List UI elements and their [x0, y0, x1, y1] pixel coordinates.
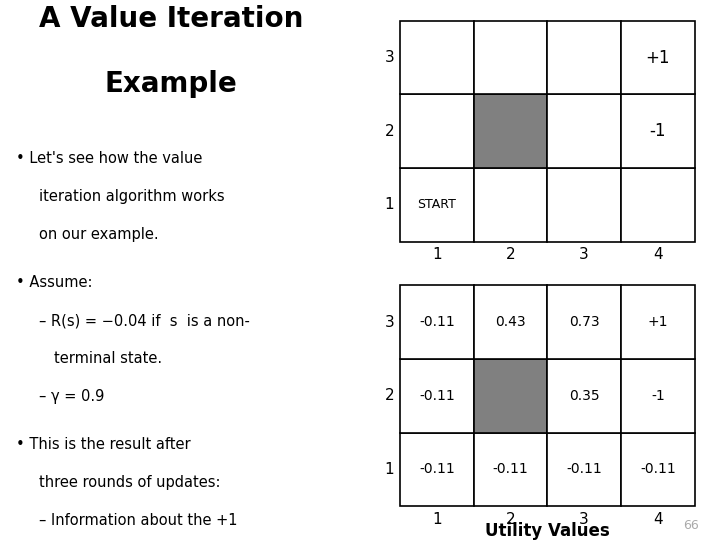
Text: 1: 1	[432, 247, 442, 262]
Bar	[400, 168, 474, 241]
Text: 0.43: 0.43	[495, 315, 526, 329]
Text: A Value Iteration: A Value Iteration	[39, 5, 303, 33]
Bar	[400, 286, 474, 359]
Text: 2: 2	[505, 512, 516, 527]
Text: – R(s) = −0.04 if  s  is a non-: – R(s) = −0.04 if s is a non-	[39, 313, 250, 328]
Text: • Let's see how the value: • Let's see how the value	[16, 151, 202, 166]
Bar	[621, 359, 695, 433]
Text: -0.11: -0.11	[567, 462, 602, 476]
Text: 3: 3	[384, 315, 395, 330]
Text: +1: +1	[647, 315, 668, 329]
Bar	[547, 433, 621, 506]
Bar	[547, 168, 621, 241]
Text: • This is the result after: • This is the result after	[16, 437, 190, 453]
Text: 1: 1	[384, 197, 395, 212]
Text: – Information about the +1: – Information about the +1	[39, 513, 238, 528]
Text: -0.11: -0.11	[419, 389, 455, 403]
Bar	[621, 168, 695, 241]
Text: 0.35: 0.35	[569, 389, 600, 403]
Text: 2: 2	[384, 388, 395, 403]
Text: -0.11: -0.11	[419, 462, 455, 476]
Bar	[547, 359, 621, 433]
Text: 2: 2	[384, 124, 395, 139]
Bar	[621, 433, 695, 506]
Bar	[474, 94, 547, 168]
Bar	[474, 21, 547, 94]
Text: Example: Example	[104, 70, 238, 98]
Bar	[474, 286, 547, 359]
Text: -0.11: -0.11	[419, 315, 455, 329]
Text: -1: -1	[649, 122, 666, 140]
Text: three rounds of updates:: three rounds of updates:	[39, 475, 220, 490]
Text: 2: 2	[505, 247, 516, 262]
Text: 4: 4	[653, 512, 662, 527]
Bar	[400, 359, 474, 433]
Bar	[474, 359, 547, 433]
Bar	[621, 286, 695, 359]
Bar	[547, 21, 621, 94]
Text: -1: -1	[651, 389, 665, 403]
Bar	[621, 21, 695, 94]
Text: START: START	[418, 198, 456, 211]
Text: terminal state.: terminal state.	[55, 351, 163, 366]
Bar	[400, 433, 474, 506]
Text: 1: 1	[432, 512, 442, 527]
Text: 66: 66	[683, 519, 698, 532]
Text: • Assume:: • Assume:	[16, 275, 92, 291]
Text: 4: 4	[653, 247, 662, 262]
Text: +1: +1	[646, 49, 670, 66]
Bar	[474, 168, 547, 241]
Bar	[621, 94, 695, 168]
Bar	[474, 433, 547, 506]
Bar	[547, 94, 621, 168]
Text: on our example.: on our example.	[39, 227, 158, 242]
Text: 0.73: 0.73	[569, 315, 600, 329]
Text: Utility Values: Utility Values	[485, 522, 610, 540]
Text: iteration algorithm works: iteration algorithm works	[39, 189, 225, 204]
Bar	[400, 21, 474, 94]
Text: 1: 1	[384, 462, 395, 477]
Text: 3: 3	[384, 50, 395, 65]
Bar	[400, 94, 474, 168]
Text: 3: 3	[580, 247, 589, 262]
Text: -0.11: -0.11	[492, 462, 528, 476]
Text: 3: 3	[580, 512, 589, 527]
Text: -0.11: -0.11	[640, 462, 675, 476]
Text: – γ = 0.9: – γ = 0.9	[39, 389, 104, 404]
Bar	[547, 286, 621, 359]
